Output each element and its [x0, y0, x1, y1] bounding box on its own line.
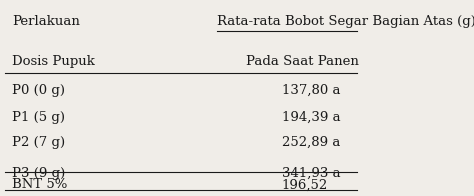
Text: 252,89 a: 252,89 a — [282, 136, 340, 149]
Text: BNT 5%: BNT 5% — [12, 178, 67, 191]
Text: 341,93 a: 341,93 a — [282, 167, 340, 180]
Text: P3 (9 g): P3 (9 g) — [12, 167, 65, 180]
Text: P1 (5 g): P1 (5 g) — [12, 111, 65, 124]
Text: Dosis Pupuk: Dosis Pupuk — [12, 55, 95, 68]
Text: 196,52: 196,52 — [282, 178, 328, 191]
Text: Perlakuan: Perlakuan — [12, 15, 80, 28]
Text: Pada Saat Panen: Pada Saat Panen — [246, 55, 358, 68]
Text: P0 (0 g): P0 (0 g) — [12, 84, 65, 97]
Text: 194,39 a: 194,39 a — [282, 111, 340, 124]
Text: P2 (7 g): P2 (7 g) — [12, 136, 65, 149]
Text: Rata-rata Bobot Segar Bagian Atas (g): Rata-rata Bobot Segar Bagian Atas (g) — [217, 15, 474, 28]
Text: 137,80 a: 137,80 a — [282, 84, 340, 97]
